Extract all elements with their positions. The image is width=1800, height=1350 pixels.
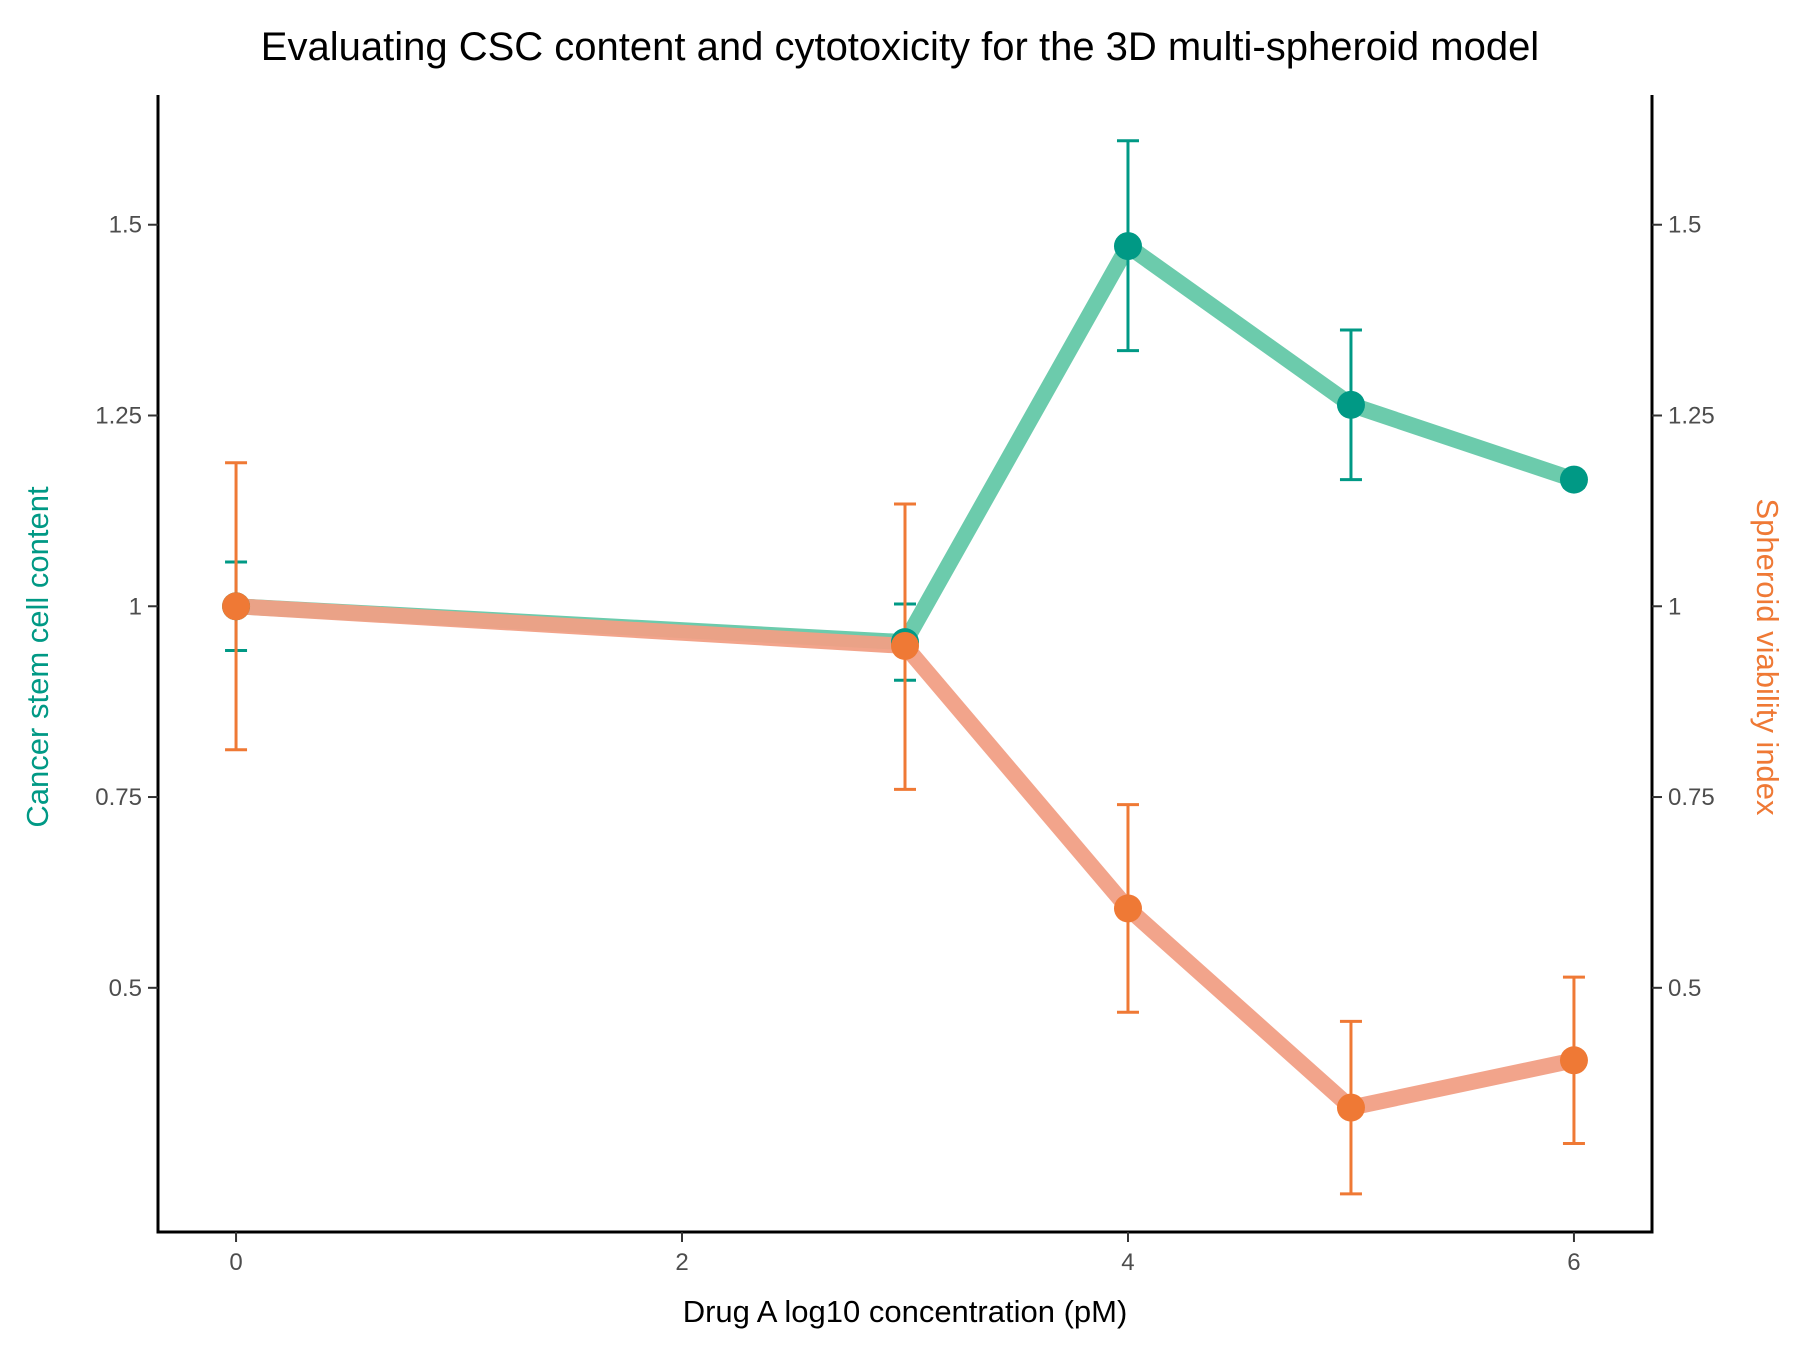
series-0-point-4 bbox=[1559, 465, 1588, 494]
y-left-tick-label-2: 1 bbox=[129, 593, 142, 620]
series-1-point-2 bbox=[1113, 894, 1142, 923]
series-0-point-3 bbox=[1336, 390, 1365, 419]
x-tick-label-3: 6 bbox=[1567, 1249, 1580, 1276]
axes: 0 2 4 6 0.5 0.5 0.75 0.75 1 1 1.25 1.25 1.5 1.5 bbox=[95, 95, 1715, 1276]
series-1-point-0 bbox=[222, 592, 251, 621]
y-axis-right-title: Spheroid viability index bbox=[1750, 498, 1785, 816]
y-right-tick-label-1: 0.75 bbox=[1668, 784, 1715, 811]
y-left-tick-label-0: 0.5 bbox=[109, 975, 142, 1002]
series-1-point-4 bbox=[1559, 1046, 1588, 1075]
y-axis-left-title: Cancer stem cell content bbox=[20, 486, 55, 828]
x-axis-title: Drug A log10 concentration (pM) bbox=[683, 1294, 1128, 1329]
series-0-point-2 bbox=[1113, 232, 1142, 261]
y-right-tick-label-4: 1.5 bbox=[1668, 212, 1701, 239]
data-points bbox=[222, 232, 1588, 1122]
y-right-tick-label-2: 1 bbox=[1668, 593, 1681, 620]
series-1-point-1 bbox=[891, 631, 919, 660]
y-right-tick-label-3: 1.25 bbox=[1668, 402, 1715, 429]
y-left-tick-label-1: 0.75 bbox=[95, 784, 142, 811]
x-tick-label-2: 4 bbox=[1121, 1249, 1134, 1276]
error-bars bbox=[225, 139, 1585, 1196]
y-left-tick-label-4: 1.5 bbox=[109, 212, 142, 239]
y-left-tick-label-3: 1.25 bbox=[95, 402, 142, 429]
chart-title: Evaluating CSC content and cytotoxicity … bbox=[261, 25, 1539, 69]
x-tick-label-1: 2 bbox=[675, 1249, 688, 1276]
y-right-tick-label-0: 0.5 bbox=[1668, 975, 1701, 1002]
x-tick-label-0: 0 bbox=[229, 1249, 242, 1276]
series-1-point-3 bbox=[1336, 1093, 1365, 1122]
